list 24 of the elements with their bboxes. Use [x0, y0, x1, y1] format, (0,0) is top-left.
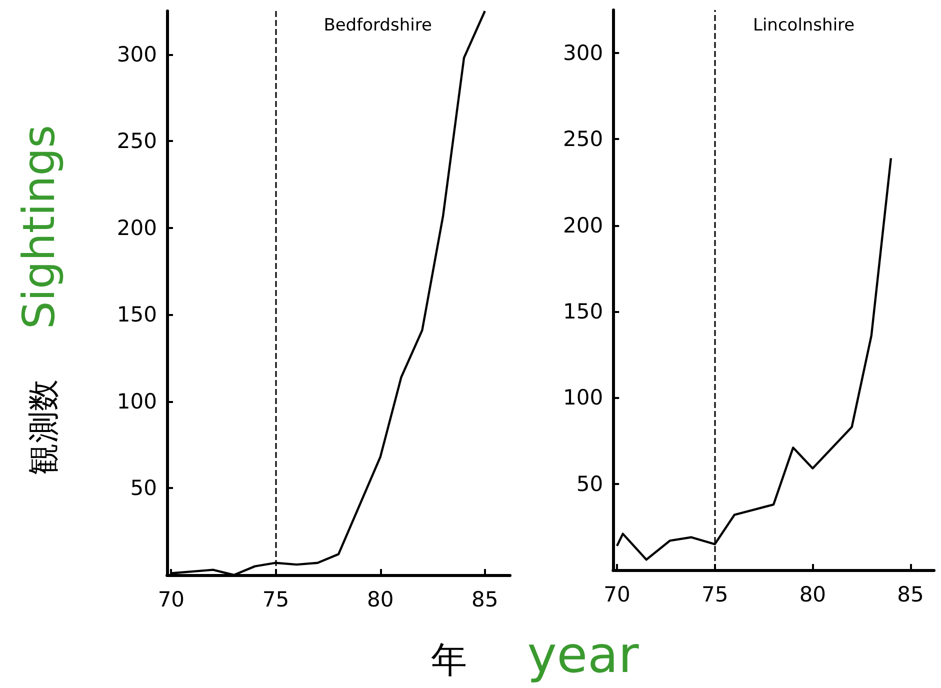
- y-tick-label: 300: [562, 41, 604, 66]
- y-tick-label: 250: [562, 127, 604, 152]
- y-tick-label: 200: [116, 216, 157, 240]
- y-tick-label: 300: [116, 42, 157, 66]
- x-tick-label: 85: [897, 582, 924, 606]
- x-tick-label: 80: [366, 588, 394, 612]
- x-tick-label: 85: [472, 588, 498, 612]
- x-tick-label: 70: [158, 588, 185, 612]
- text: 観測数 Sightings: [14, 124, 65, 476]
- y-tick-label: 150: [562, 300, 604, 324]
- chart-title: Lincolnshire: [752, 16, 855, 36]
- x-tick-label: 75: [262, 588, 290, 612]
- x-tick-label: 75: [701, 582, 728, 606]
- x-tick-label: 80: [799, 582, 826, 606]
- y-tick-label: 200: [562, 213, 604, 238]
- x-tick-label: 70: [604, 582, 630, 606]
- y-tick-label: 100: [116, 389, 157, 414]
- y-tick-label: 100: [562, 386, 604, 410]
- chart-title: Bedfordshire: [324, 16, 432, 36]
- y-tick-label: 150: [116, 302, 157, 327]
- y-tick-label: 250: [116, 129, 157, 154]
- y-tick-label: 50: [576, 472, 604, 496]
- text: 年 year: [431, 626, 639, 684]
- y-tick-label: 50: [130, 476, 157, 500]
